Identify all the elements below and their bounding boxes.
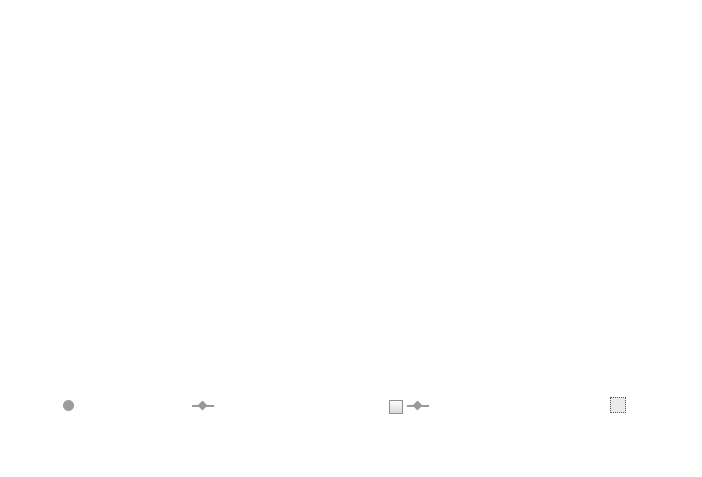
seven-day-average-marker-icon <box>407 399 429 412</box>
daily-deaths-marker-icon <box>63 400 74 411</box>
three-day-average-marker-icon <box>192 399 214 412</box>
seven-day-average-checkbox[interactable] <box>389 400 403 414</box>
checked-checkbox[interactable] <box>610 397 626 413</box>
y-axis-label <box>13 127 27 307</box>
